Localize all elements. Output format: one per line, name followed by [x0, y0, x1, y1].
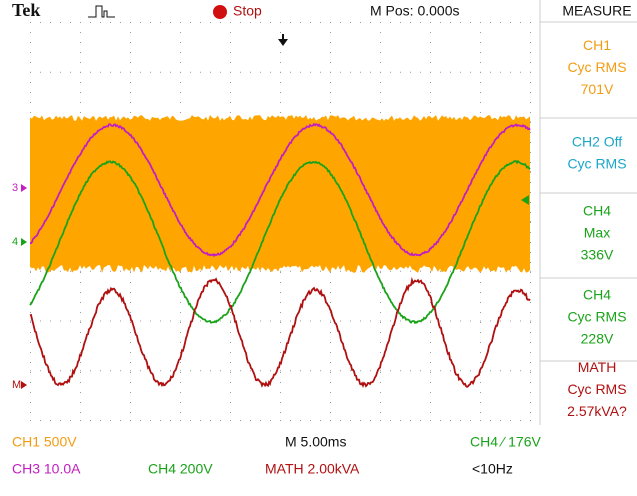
ch4-scale: CH4 200V	[148, 461, 213, 477]
measure-text: 2.57kVA?	[567, 403, 627, 419]
scope-screen: Tek Stop M Pos: 0.000s MEASURE CH1 Cyc RM…	[0, 0, 637, 491]
frequency: <10Hz	[472, 461, 513, 477]
channel-marker: 3	[12, 182, 18, 194]
measure-text: MATH	[578, 359, 617, 375]
stop-dot	[213, 5, 227, 19]
brand: Tek	[12, 0, 40, 20]
measure-text: CH1	[583, 37, 611, 53]
channel-marker: 4	[12, 236, 18, 248]
measure-text: 228V	[581, 331, 614, 347]
measure-text: 701V	[581, 81, 614, 97]
run-state: Stop	[233, 3, 262, 19]
position: M Pos: 0.000s	[370, 3, 460, 19]
measure-text: CH4	[583, 203, 611, 219]
math-scale: MATH 2.00kVA	[265, 461, 360, 477]
timebase: M 5.00ms	[285, 434, 346, 450]
measure-text: Max	[584, 225, 610, 241]
ch3-scale: CH3 10.0A	[12, 461, 81, 477]
measure-text: CH2 Off	[572, 134, 622, 150]
page: {"header": {"brand": "Tek", "state": "St…	[0, 0, 637, 491]
measure-text: 336V	[581, 247, 614, 263]
ch1-scale: CH1 500V	[12, 434, 77, 450]
ch1-trace	[30, 115, 530, 273]
channel-marker: M	[12, 379, 21, 391]
measure-text: CH4	[583, 287, 611, 303]
measure-text: Cyc RMS	[567, 381, 626, 397]
trigger-info: CH4 ∕ 176V	[470, 434, 541, 450]
panel-title: MEASURE	[562, 3, 631, 19]
measure-text: Cyc RMS	[567, 309, 626, 325]
measure-text: Cyc RMS	[567, 156, 626, 172]
measure-text: Cyc RMS	[567, 59, 626, 75]
